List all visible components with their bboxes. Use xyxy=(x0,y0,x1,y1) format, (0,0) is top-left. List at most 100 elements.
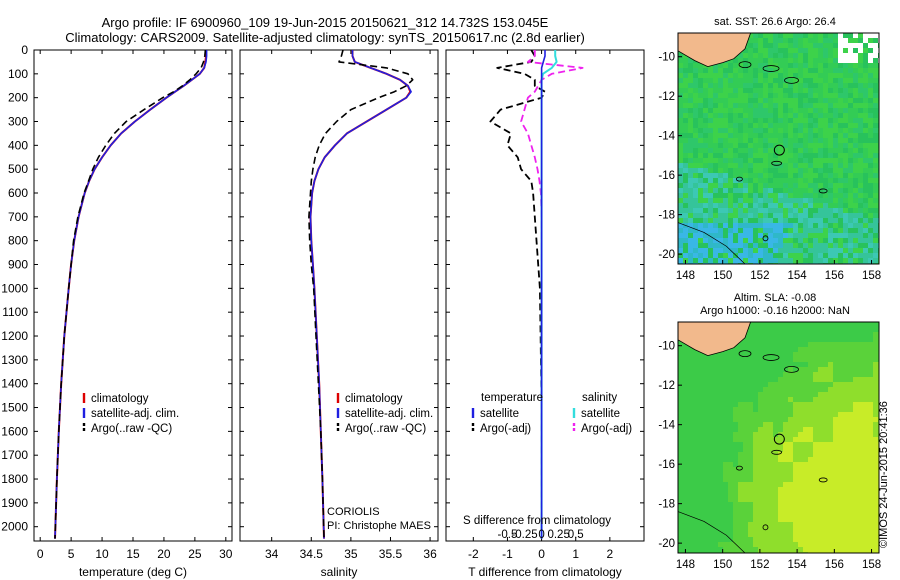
island-outline xyxy=(762,354,780,361)
island-outline xyxy=(818,188,828,194)
x-tick-label: 36 xyxy=(423,547,437,561)
legend-argo-label: Argo(..raw -QC) xyxy=(91,423,172,435)
top-tick-label: 0.5 xyxy=(568,529,584,541)
x-tick-label: 10 xyxy=(95,547,109,561)
x-axis-label: salinity xyxy=(321,565,358,579)
depth-tick-label: 1200 xyxy=(1,329,28,343)
depth-tick-label: 1700 xyxy=(1,448,28,462)
x-tick-label: -2 xyxy=(468,547,479,561)
top-axis-label: S difference from climatology xyxy=(463,515,611,527)
x-tick-label: 5 xyxy=(68,547,75,561)
series-argo-salinity xyxy=(308,49,414,539)
series-satellite-t-diff xyxy=(540,50,546,539)
depth-tick-label: 1000 xyxy=(1,281,28,295)
land-png xyxy=(678,33,752,68)
depth-tick-label: 700 xyxy=(8,210,28,224)
plot-frame-salinity xyxy=(239,49,439,542)
series-satellite-s-diff xyxy=(540,50,558,539)
depth-tick-label: 200 xyxy=(8,91,28,105)
lon-tick-label: 152 xyxy=(750,559,769,571)
depth-tick-label: 1300 xyxy=(1,353,28,367)
island-outline xyxy=(736,465,743,471)
legend-climatology-label: climatology xyxy=(345,393,403,405)
lat-tick-label: -20 xyxy=(658,249,675,261)
lat-tick-label: -16 xyxy=(658,170,675,182)
lon-tick-label: 150 xyxy=(713,559,732,571)
lat-tick-label: -12 xyxy=(658,91,675,103)
x-tick-label: 1 xyxy=(572,547,579,561)
lon-tick-label: 158 xyxy=(862,270,881,282)
chart-title-line1: Argo profile: IF 6900960_109 19-Jun-2015… xyxy=(101,15,549,30)
chart-title-line2: Climatology: CARS2009. Satellite-adjuste… xyxy=(65,30,585,45)
depth-tick-label: 900 xyxy=(8,258,28,272)
x-tick-label: 34.5 xyxy=(300,547,324,561)
top-tick-label: -0.5 xyxy=(498,529,518,541)
depth-tick-label: 1400 xyxy=(1,377,28,391)
legend-satellite-label: satellite-adj. clim. xyxy=(91,408,179,420)
lon-tick-label: 158 xyxy=(862,559,881,571)
island-outline xyxy=(738,350,752,357)
island-outline xyxy=(736,176,743,182)
island-outline xyxy=(771,160,783,166)
depth-tick-label: 0 xyxy=(21,43,28,57)
x-tick-label: 15 xyxy=(126,547,140,561)
series-climatology-temperature xyxy=(54,50,207,539)
profile-location-marker xyxy=(773,433,785,445)
lon-tick-label: 154 xyxy=(788,270,808,282)
series-argo-s-diff xyxy=(520,50,584,539)
island-outline xyxy=(738,61,752,68)
sla-map-title-line2: Argo h1000: -0.16 h2000: NaN xyxy=(700,305,850,317)
depth-tick-label: 400 xyxy=(8,138,28,152)
x-tick-label: 0 xyxy=(37,547,44,561)
lat-tick-label: -16 xyxy=(658,459,675,471)
x-axis-label: T difference from climatology xyxy=(468,565,622,579)
lon-tick-label: 150 xyxy=(713,270,732,282)
depth-tick-label: 300 xyxy=(8,115,28,129)
lat-tick-label: -18 xyxy=(658,210,675,222)
legend-satellite-label: satellite-adj. clim. xyxy=(345,408,433,420)
legend-argo-label: Argo(..raw -QC) xyxy=(345,423,426,435)
depth-tick-label: 800 xyxy=(8,234,28,248)
island-outline xyxy=(762,65,780,72)
lat-tick-label: -14 xyxy=(658,420,675,432)
depth-tick-label: 1800 xyxy=(1,472,28,486)
legend-s-satellite-label: satellite xyxy=(581,408,620,420)
series-argo-t-diff xyxy=(489,49,546,539)
depth-tick-label: 1600 xyxy=(1,424,28,438)
lon-tick-label: 148 xyxy=(676,559,695,571)
sst-map-title: sat. SST: 26.6 Argo: 26.4 xyxy=(714,16,836,28)
plot-frame-difference xyxy=(445,49,645,542)
reef-outline xyxy=(762,524,769,531)
sst-map-field xyxy=(678,33,879,264)
legend-s-argo-label: Argo(-adj) xyxy=(581,423,632,435)
series-climatology-salinity xyxy=(309,50,412,539)
lat-tick-label: -18 xyxy=(658,499,675,511)
island-outline xyxy=(818,477,828,483)
island-outline xyxy=(771,449,783,455)
series-satellite-salinity xyxy=(309,50,412,539)
x-tick-label: 35.5 xyxy=(379,547,403,561)
depth-tick-label: 1100 xyxy=(2,305,28,319)
lat-tick-label: -10 xyxy=(658,52,675,64)
x-tick-label: 35 xyxy=(344,547,358,561)
x-tick-label: -1 xyxy=(502,547,513,561)
annotation-pi: PI: Christophe MAES xyxy=(327,520,431,532)
lat-tick-label: -12 xyxy=(658,380,675,392)
x-tick-label: 20 xyxy=(157,547,171,561)
depth-tick-label: 100 xyxy=(8,67,28,81)
depth-tick-label: 600 xyxy=(8,186,28,200)
lat-tick-label: -10 xyxy=(658,341,675,353)
lon-tick-label: 152 xyxy=(750,270,769,282)
legend-temperature-heading: temperature xyxy=(481,392,543,404)
imos-stamp: ©IMOS 24-Jun-2015 20:41:36 xyxy=(878,401,890,548)
x-tick-label: 25 xyxy=(188,547,202,561)
legend-t-satellite-label: satellite xyxy=(480,408,519,420)
sst-map-frame xyxy=(677,32,880,265)
x-axis-label: temperature (deg C) xyxy=(79,565,187,579)
lon-tick-label: 148 xyxy=(676,270,695,282)
reef-outline xyxy=(762,235,769,242)
lon-tick-label: 156 xyxy=(825,270,844,282)
legend-salinity-heading: salinity xyxy=(582,392,617,404)
sla-map-title-line1: Altim. SLA: -0.08 xyxy=(733,292,817,304)
